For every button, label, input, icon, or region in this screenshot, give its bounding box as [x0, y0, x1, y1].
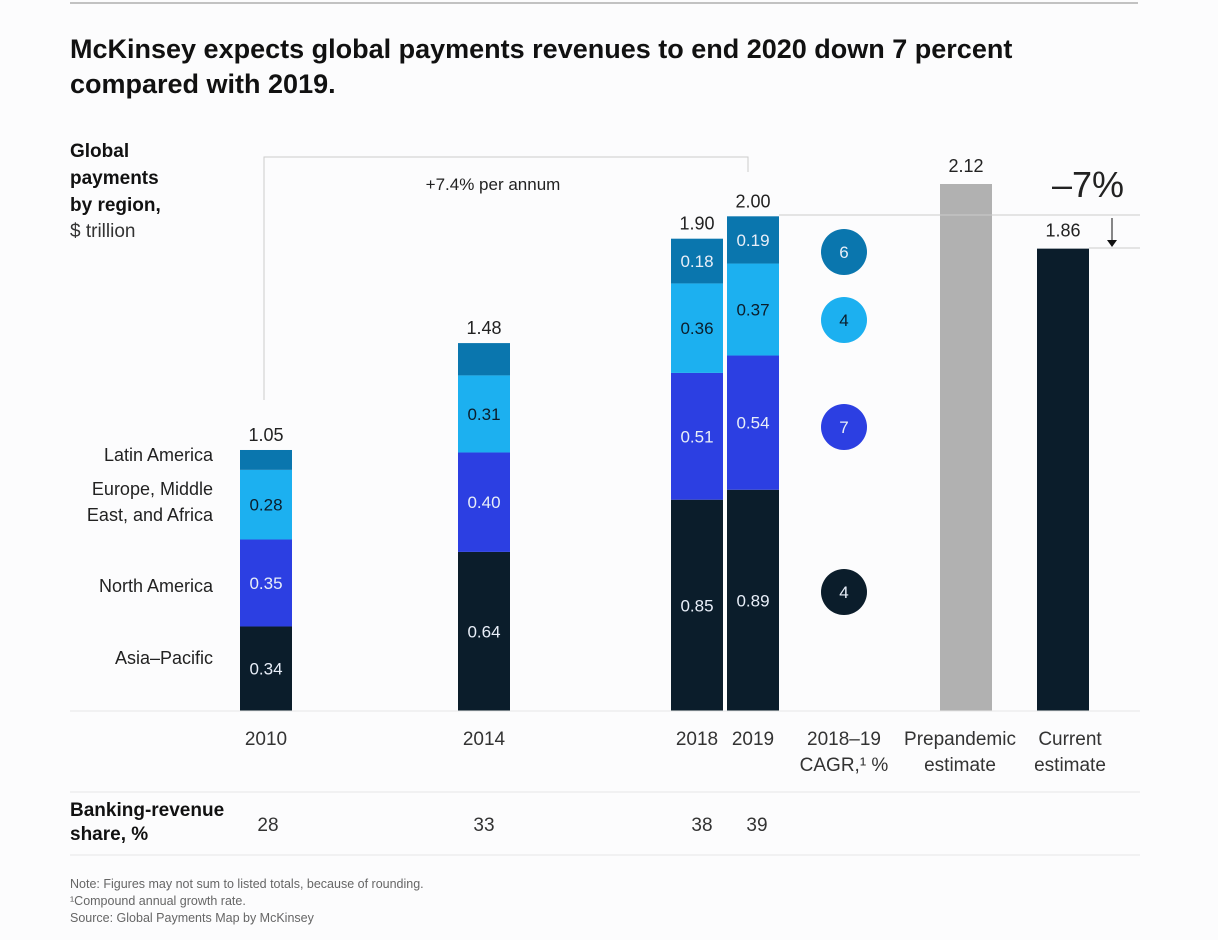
- cagr-label-2: CAGR,¹ %: [800, 755, 889, 776]
- segment-label: 0.19: [736, 231, 769, 250]
- ylabel-2: payments: [70, 168, 159, 189]
- bars: 0.34 0.35 0.28 1.05 2010 0.64 0.40 0.31 1.48 2014…: [240, 156, 1089, 750]
- note-1: Note: Figures may not sum to listed tota…: [70, 877, 424, 891]
- bar-segment: [240, 449, 292, 470]
- estimate-bar: [1037, 248, 1089, 711]
- prepandemic-label-2: estimate: [924, 755, 996, 776]
- segment-label: 0.35: [249, 574, 282, 593]
- legend-emea-1: Europe, Middle: [92, 479, 213, 499]
- banking-share-value: 28: [257, 815, 278, 836]
- banking-share-value: 38: [691, 815, 712, 836]
- bar-segment: [727, 216, 779, 264]
- category-label: 2019: [732, 729, 774, 750]
- banking-share-value: 33: [473, 815, 494, 836]
- category-label: 2010: [245, 729, 287, 750]
- legend-asia-pacific: Asia–Pacific: [115, 648, 213, 668]
- banking-label-2: share, %: [70, 824, 148, 845]
- legend-emea-2: East, and Africa: [87, 505, 214, 525]
- legend-latin-america: Latin America: [104, 445, 214, 465]
- chart-title-line-1: McKinsey expects global payments revenue…: [70, 34, 1012, 64]
- segment-label: 0.89: [736, 591, 769, 610]
- bar-segment: [458, 343, 510, 376]
- banking-label-1: Banking-revenue: [70, 800, 224, 821]
- cagr-value: 6: [839, 243, 848, 262]
- bar-segment: [458, 551, 510, 711]
- segment-label: 0.51: [680, 427, 713, 446]
- cagr-circle: [821, 569, 867, 615]
- cagr-value: 4: [839, 311, 848, 330]
- estimate-label: 2.12: [948, 156, 983, 176]
- total-label: 2.00: [735, 191, 770, 211]
- segment-label: 0.18: [680, 252, 713, 271]
- current-label-1: Current: [1038, 729, 1102, 750]
- segment-label: 0.31: [467, 405, 500, 424]
- bar-segment: [727, 355, 779, 490]
- banking-share-values: 28 33 38 39: [257, 815, 767, 836]
- legend-north-america: North America: [99, 576, 214, 596]
- bar-segment: [458, 375, 510, 453]
- bar-segment: [671, 238, 723, 284]
- cagr-value: 7: [839, 418, 848, 437]
- bar-segment: [240, 469, 292, 540]
- ylabel-1: Global: [70, 141, 129, 162]
- prepandemic-label-1: Prepandemic: [904, 729, 1016, 750]
- segment-label: 0.28: [249, 496, 282, 515]
- segment-label: 0.54: [736, 414, 769, 433]
- segment-label: 0.37: [736, 301, 769, 320]
- bar-segment: [727, 489, 779, 711]
- estimate-bar: [940, 184, 992, 711]
- arrowhead-icon: [1107, 240, 1117, 247]
- category-label: 2018: [676, 729, 718, 750]
- cagr-circle: [821, 297, 867, 343]
- bar-segment: [671, 283, 723, 373]
- total-label: 1.48: [466, 318, 501, 338]
- segment-label: 0.64: [467, 622, 500, 641]
- chart-title-line-2: compared with 2019.: [70, 69, 336, 99]
- growth-annotation: +7.4% per annum: [426, 175, 561, 194]
- cagr-circle: [821, 404, 867, 450]
- current-label-2: estimate: [1034, 755, 1106, 776]
- total-label: 1.05: [248, 425, 283, 445]
- cagr-circle: [821, 229, 867, 275]
- note-2: ¹Compound annual growth rate.: [70, 894, 246, 908]
- estimate-label: 1.86: [1045, 221, 1080, 241]
- total-label: 1.90: [679, 214, 714, 234]
- segment-label: 0.34: [249, 660, 282, 679]
- change-annotation: –7%: [1052, 164, 1124, 205]
- ylabel-3: by region,: [70, 195, 161, 216]
- bar-segment: [458, 452, 510, 552]
- bar-segment: [240, 626, 292, 711]
- note-3: Source: Global Payments Map by McKinsey: [70, 911, 315, 925]
- segment-label: 0.40: [467, 493, 500, 512]
- bar-segment: [671, 372, 723, 500]
- bar-segment: [240, 539, 292, 627]
- segment-label: 0.85: [680, 596, 713, 615]
- bar-segment: [671, 499, 723, 711]
- ylabel-4: $ trillion: [70, 221, 135, 242]
- cagr-value: 4: [839, 583, 848, 602]
- growth-bracket: [263, 156, 749, 400]
- segment-label: 0.36: [680, 319, 713, 338]
- banking-share-value: 39: [746, 815, 767, 836]
- category-label: 2014: [463, 729, 506, 750]
- cagr-label-1: 2018–19: [807, 729, 881, 750]
- bar-segment: [727, 263, 779, 356]
